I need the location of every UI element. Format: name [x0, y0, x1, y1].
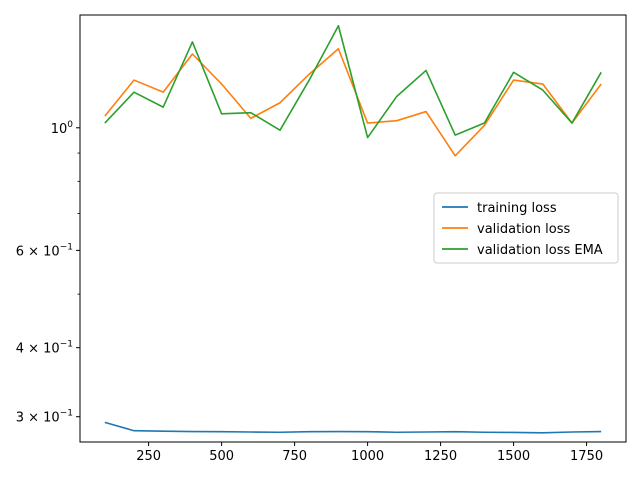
x-tick-label: 750 [282, 449, 307, 464]
legend: training loss validation loss validation l… [433, 192, 619, 264]
legend-box [433, 192, 619, 264]
series-line-1 [104, 47, 602, 157]
legend-label: validation loss [477, 222, 570, 237]
series-line-0 [104, 421, 602, 434]
x-tick-label: 1500 [497, 449, 530, 464]
x-tick-label: 1750 [570, 449, 603, 464]
x-axis: 250 500 750 1000 1250 1500 1750 [136, 442, 603, 464]
legend-label: training loss [477, 201, 557, 216]
x-tick-label: 500 [209, 449, 234, 464]
x-tick-label: 1000 [351, 449, 384, 464]
y-tick-label: 100 [51, 120, 74, 137]
y-tick-label: 4 × 10−1 [16, 340, 73, 357]
y-axis: 100 6 × 10−1 4 × 10−1 3 × 10−1 [16, 120, 80, 426]
series-line-2 [104, 24, 602, 139]
x-tick-label: 1250 [424, 449, 457, 464]
axes-frame [79, 14, 627, 443]
plot-lines [104, 24, 602, 434]
y-tick-label: 6 × 10−1 [16, 242, 73, 259]
x-tick-label: 250 [136, 449, 161, 464]
y-tick-label: 3 × 10−1 [16, 409, 73, 426]
legend-label: validation loss EMA [477, 243, 603, 258]
